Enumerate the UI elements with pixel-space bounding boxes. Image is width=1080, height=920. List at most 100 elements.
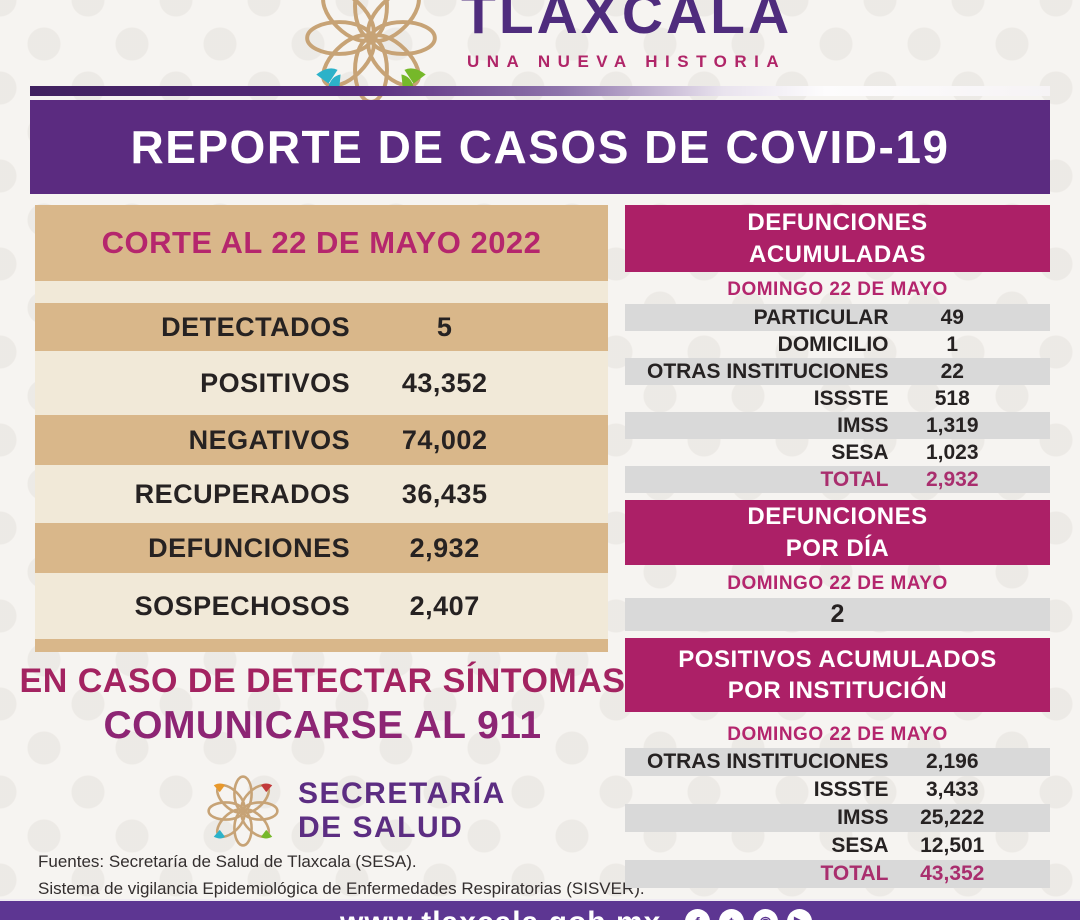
flower-accent-left: [316, 68, 341, 90]
summary-row: RECUPERADOS 36,435: [35, 465, 608, 523]
row-value: 1,319: [925, 413, 979, 437]
footer-bar: www.tlaxcala.gob.mx f t ◉ ▶: [0, 899, 1080, 920]
deaths-accumulated-title-1: DEFUNCIONES: [747, 209, 928, 237]
summary-panel-footer: [35, 639, 608, 652]
summary-row-label: DEFUNCIONES: [148, 532, 351, 563]
secretaria-lockup: SECRETARÍA DE SALUD: [200, 768, 506, 854]
brand-lockup: TLAXCALA UNA NUEVA HISTORIA: [295, 0, 792, 114]
row-label: PARTICULAR: [753, 305, 889, 329]
row-value: 3,433: [925, 778, 979, 801]
youtube-icon[interactable]: ▶: [787, 909, 812, 920]
deaths-per-day-header: DEFUNCIONES POR DÍA: [625, 500, 1050, 565]
total-label: TOTAL: [820, 467, 889, 491]
summary-row: SOSPECHOSOS 2,407: [35, 573, 608, 639]
deaths-accumulated-table: PARTICULAR 49 DOMICILIO 1 OTRAS INSTITUC…: [625, 304, 1050, 493]
summary-row: DEFUNCIONES 2,932: [35, 523, 608, 573]
summary-row-value: 5: [436, 311, 453, 342]
table-row: DOMICILIO 1: [625, 331, 1050, 358]
row-label: OTRAS INSTITUCIONES: [646, 359, 889, 383]
row-value: 1: [946, 332, 959, 356]
deaths-per-day-value: 2: [625, 598, 1050, 631]
row-value: 49: [940, 305, 964, 329]
summary-divider: [35, 281, 608, 303]
accent-red: [261, 783, 273, 793]
report-title: REPORTE DE CASOS DE COVID-19: [130, 121, 950, 173]
accent-green: [261, 829, 273, 839]
row-label: IMSS: [837, 413, 889, 437]
positives-table: OTRAS INSTITUCIONES 2,196 ISSSTE 3,433 I…: [625, 748, 1050, 888]
table-row: SESA 1,023: [625, 439, 1050, 466]
total-value: 2,932: [925, 467, 979, 491]
summary-row-value: 2,407: [409, 590, 480, 621]
secretaria-line-2: DE SALUD: [298, 811, 464, 844]
summary-title: CORTE AL 22 DE MAYO 2022: [101, 225, 542, 260]
secretaria-flower-icon: [207, 775, 279, 847]
deaths-accumulated-header: DEFUNCIONES ACUMULADAS: [625, 205, 1050, 272]
row-label: ISSSTE: [813, 386, 889, 410]
flower-accent-right: [401, 68, 426, 90]
summary-row-label: SOSPECHOSOS: [134, 590, 351, 621]
total-label: TOTAL: [820, 862, 889, 885]
row-label: IMSS: [837, 806, 889, 829]
source-line-1: Fuentes: Secretaría de Salud de Tlaxcala…: [38, 852, 417, 871]
positives-title-1: POSITIVOS ACUMULADOS: [678, 645, 997, 673]
positives-title-2: POR INSTITUCIÓN: [727, 677, 948, 704]
brand-tagline: UNA NUEVA HISTORIA: [466, 52, 787, 71]
summary-row-value: 74,002: [401, 424, 488, 455]
source-line-2: Sistema de vigilancia Epidemiológica de …: [38, 879, 645, 898]
brand-title: TLAXCALA: [461, 0, 793, 46]
row-label: SESA: [831, 440, 889, 464]
summary-row-label: RECUPERADOS: [134, 478, 351, 509]
facebook-icon[interactable]: f: [685, 909, 710, 920]
secretaria-line-1: SECRETARÍA: [298, 776, 506, 810]
gradient-divider: [30, 86, 1050, 96]
tlaxcala-flower-icon: [305, 0, 437, 104]
footer-url-link[interactable]: www.tlaxcala.gob.mx: [340, 906, 661, 920]
table-row: OTRAS INSTITUCIONES 22: [625, 358, 1050, 385]
table-row: IMSS 1,319: [625, 412, 1050, 439]
advisory-line-1: EN CASO DE DETECTAR SÍNTOMAS: [19, 662, 626, 700]
row-label: SESA: [831, 834, 889, 857]
row-value: 12,501: [920, 834, 985, 857]
row-label: DOMICILIO: [777, 332, 889, 356]
positives-by-institution-header: POSITIVOS ACUMULADOS POR INSTITUCIÓN: [625, 638, 1050, 712]
right-column: DEFUNCIONES ACUMULADAS DOMINGO 22 DE MAY…: [625, 0, 1050, 920]
row-label: OTRAS INSTITUCIONES: [646, 750, 889, 773]
summary-panel: CORTE AL 22 DE MAYO 2022 DETECTADOS 5 PO…: [35, 205, 608, 652]
row-label: ISSSTE: [813, 778, 889, 801]
summary-row-label: NEGATIVOS: [188, 424, 351, 455]
table-total-row: TOTAL 2,932: [625, 466, 1050, 493]
summary-row-value: 2,932: [409, 532, 480, 563]
table-row: PARTICULAR 49: [625, 304, 1050, 331]
row-value: 25,222: [920, 806, 985, 829]
row-value: 22: [940, 359, 964, 383]
deaths-accumulated-title-2: ACUMULADAS: [749, 240, 926, 268]
sources-block: Fuentes: Secretaría de Salud de Tlaxcala…: [38, 852, 645, 899]
table-row: ISSSTE 3,433: [625, 776, 1050, 804]
accent-orange: [213, 783, 225, 793]
table-row: OTRAS INSTITUCIONES 2,196: [625, 748, 1050, 776]
instagram-icon[interactable]: ◉: [753, 909, 778, 920]
total-value: 43,352: [920, 862, 985, 885]
summary-row: POSITIVOS 43,352: [35, 351, 608, 415]
positives-date: DOMINGO 22 DE MAYO: [727, 724, 948, 745]
deaths-per-day-title-2: POR DÍA: [785, 534, 890, 562]
deaths-per-day-title-1: DEFUNCIONES: [747, 503, 928, 531]
table-row: SESA 12,501: [625, 832, 1050, 860]
table-row: ISSSTE 518: [625, 385, 1050, 412]
row-value: 1,023: [925, 440, 979, 464]
summary-row-value: 43,352: [401, 367, 488, 398]
table-row: IMSS 25,222: [625, 804, 1050, 832]
twitter-icon[interactable]: t: [719, 909, 744, 920]
row-value: 2,196: [925, 750, 979, 773]
social-icons: f t ◉ ▶: [685, 909, 812, 920]
summary-row: DETECTADOS 5: [35, 303, 608, 351]
deaths-accumulated-date: DOMINGO 22 DE MAYO: [727, 279, 948, 300]
advisory-line-2: COMUNICARSE AL 911: [103, 704, 542, 747]
accent-teal: [213, 829, 225, 839]
summary-row-label: POSITIVOS: [200, 367, 351, 398]
summary-row-label: DETECTADOS: [161, 311, 351, 342]
row-value: 518: [934, 386, 970, 410]
summary-row: NEGATIVOS 74,002: [35, 415, 608, 465]
